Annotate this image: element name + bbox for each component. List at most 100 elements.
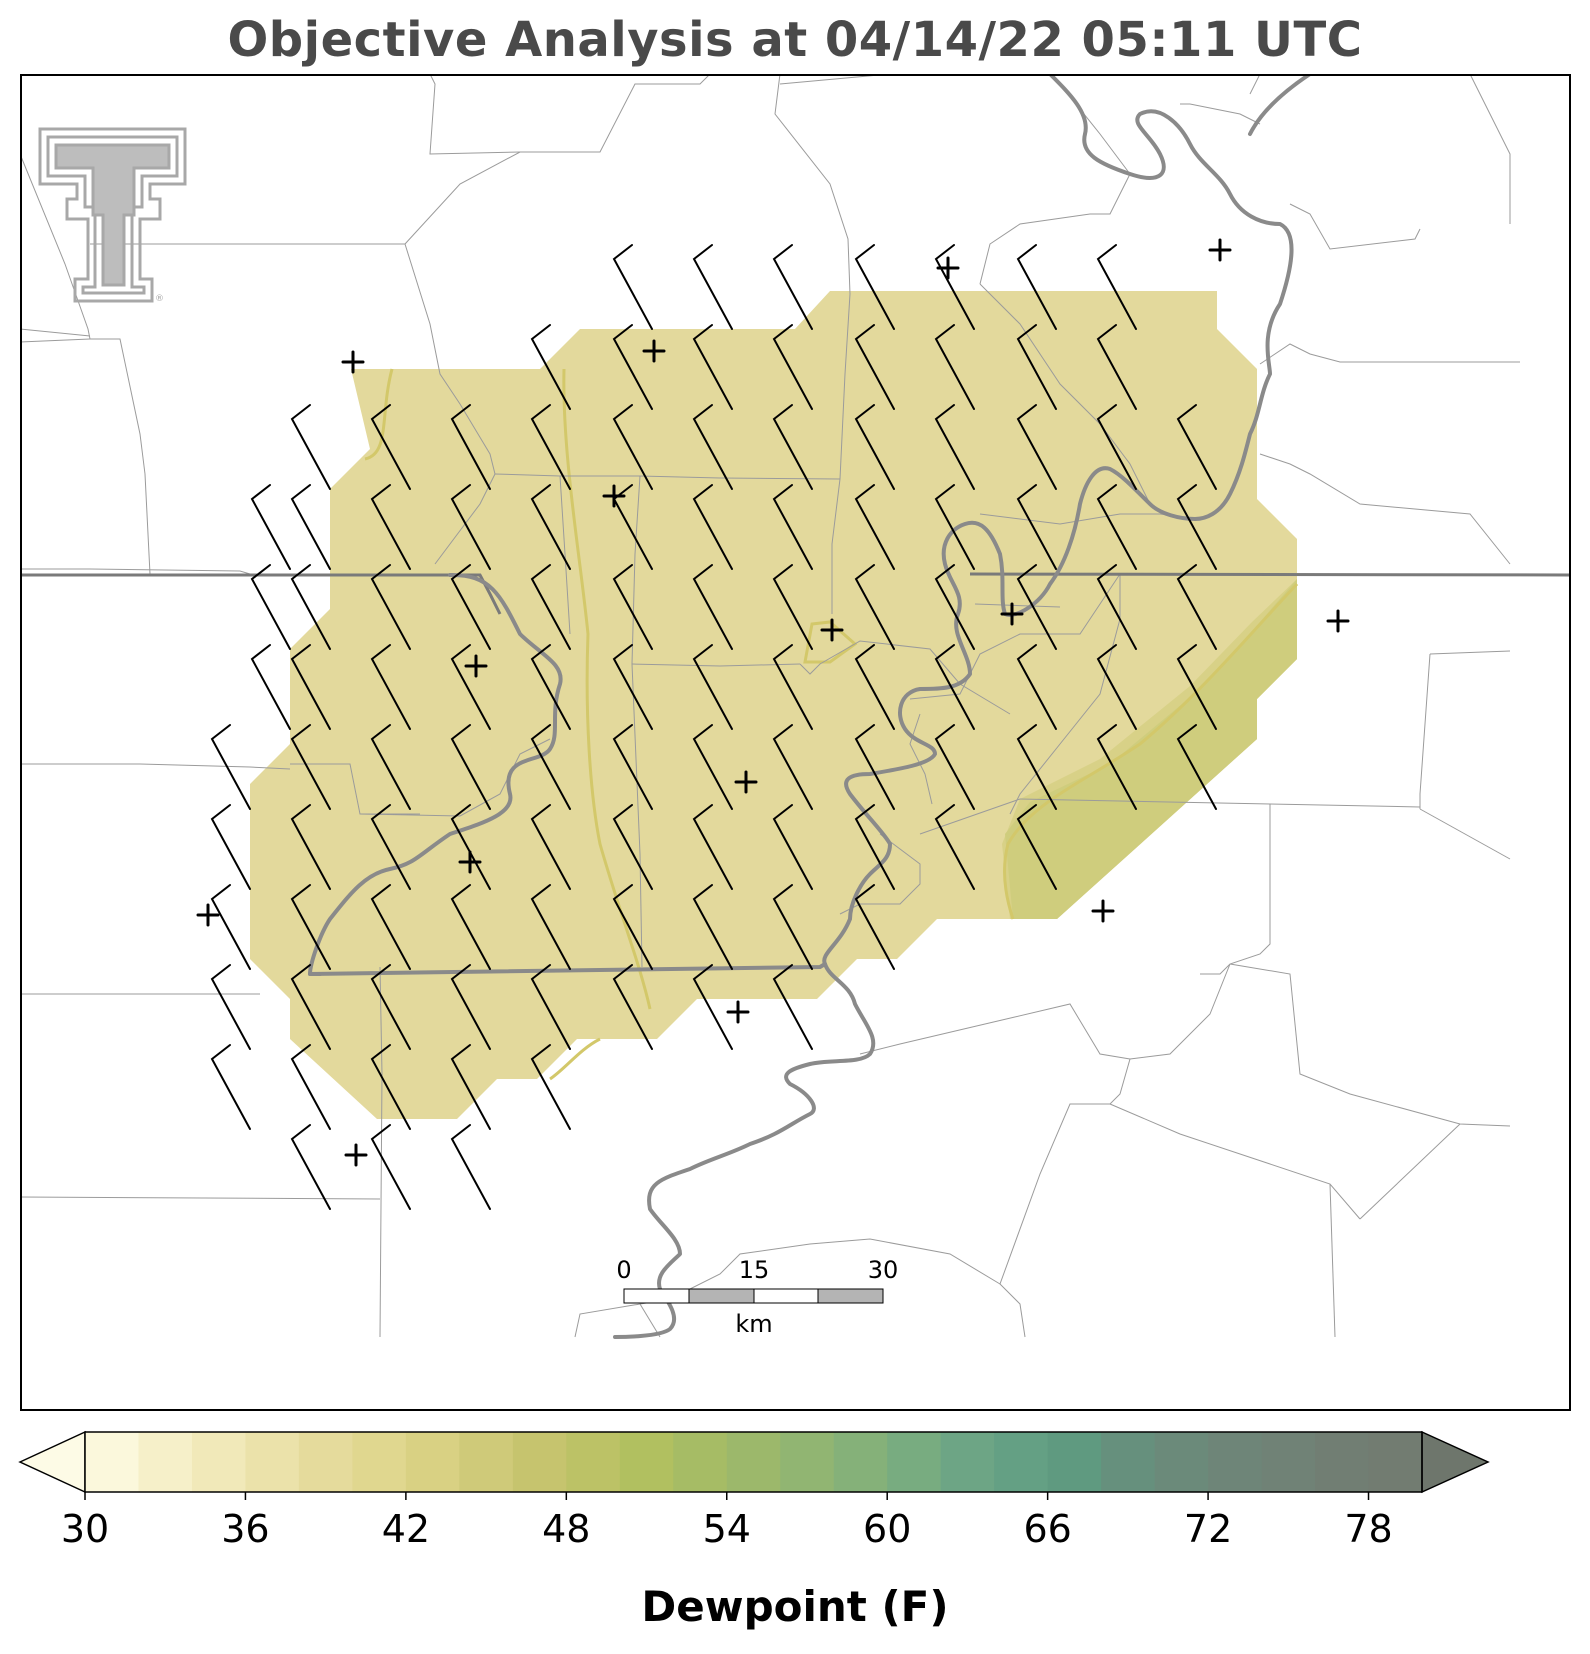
wind-barb bbox=[530, 324, 571, 410]
wind-barb bbox=[612, 404, 653, 490]
wind-barb bbox=[772, 644, 813, 730]
wind-barbs bbox=[210, 244, 1217, 1210]
wind-barb bbox=[1016, 484, 1057, 570]
colorbar-label: Dewpoint (F) bbox=[641, 1582, 949, 1631]
station-marker[interactable] bbox=[464, 654, 488, 678]
wind-barb bbox=[934, 404, 975, 490]
colorbar-tick-label: 60 bbox=[863, 1507, 911, 1551]
wind-barb bbox=[692, 964, 733, 1050]
wind-barb bbox=[210, 724, 251, 810]
station-marker[interactable] bbox=[1208, 238, 1232, 262]
wind-barb bbox=[450, 1044, 491, 1130]
wind-barb bbox=[250, 484, 291, 570]
wind-barb bbox=[1096, 644, 1137, 730]
wind-barb bbox=[612, 324, 653, 410]
wind-barb bbox=[612, 804, 653, 890]
station-marker[interactable] bbox=[1326, 609, 1350, 633]
river-main bbox=[613, 74, 1294, 1339]
wind-barb bbox=[450, 804, 491, 890]
wind-barb bbox=[290, 1124, 331, 1210]
station-marker[interactable] bbox=[458, 850, 482, 874]
wind-barb bbox=[692, 644, 733, 730]
colorbar-cell bbox=[85, 1432, 139, 1492]
wind-barb bbox=[370, 1124, 411, 1210]
station-marker[interactable] bbox=[1091, 899, 1115, 923]
colorbar-cell bbox=[833, 1432, 888, 1492]
wind-barb bbox=[772, 804, 813, 890]
river-top bbox=[1248, 74, 1312, 136]
wind-barb bbox=[210, 1044, 251, 1130]
colorbar-cell bbox=[1101, 1432, 1156, 1492]
wind-barb bbox=[854, 884, 895, 970]
wind-barb bbox=[854, 484, 895, 570]
wind-barb bbox=[1016, 564, 1057, 650]
wind-barb bbox=[1096, 484, 1137, 570]
wind-barb bbox=[1176, 404, 1217, 490]
wind-barb bbox=[934, 644, 975, 730]
wind-barb bbox=[934, 244, 975, 330]
wind-barb bbox=[290, 404, 331, 490]
wind-barb bbox=[290, 564, 331, 650]
wind-barb bbox=[692, 804, 733, 890]
colorbar-tick-label: 66 bbox=[1023, 1507, 1071, 1551]
station-marker[interactable] bbox=[726, 1000, 750, 1024]
station-marker[interactable] bbox=[196, 903, 220, 927]
wind-barb bbox=[1096, 724, 1137, 810]
colorbar-cell bbox=[619, 1432, 674, 1492]
wind-barb bbox=[934, 724, 975, 810]
map-panel[interactable]: ® 0 15 30 km bbox=[20, 74, 1571, 1411]
scale-bar: 0 15 30 km bbox=[616, 1256, 898, 1338]
colorbar-cell bbox=[405, 1432, 460, 1492]
wind-barb bbox=[692, 724, 733, 810]
wind-barb bbox=[210, 964, 251, 1050]
station-marker[interactable] bbox=[344, 1143, 368, 1167]
station-marker[interactable] bbox=[602, 484, 626, 508]
wind-barb bbox=[934, 804, 975, 890]
wind-barb bbox=[450, 724, 491, 810]
station-marker[interactable] bbox=[341, 350, 365, 374]
wind-barb bbox=[450, 564, 491, 650]
wind-barb bbox=[370, 564, 411, 650]
wind-barb bbox=[854, 564, 895, 650]
wind-barb bbox=[530, 724, 571, 810]
wind-barb bbox=[250, 644, 291, 730]
colorbar-cell bbox=[138, 1432, 193, 1492]
wind-barb bbox=[290, 884, 331, 970]
wind-barb bbox=[692, 884, 733, 970]
station-marker[interactable] bbox=[936, 256, 960, 280]
station-markers bbox=[196, 238, 1350, 1167]
colorbar-cell bbox=[298, 1432, 353, 1492]
wind-barb bbox=[370, 884, 411, 970]
station-marker[interactable] bbox=[734, 770, 758, 794]
scale-tick-15: 15 bbox=[739, 1256, 770, 1284]
wind-barb bbox=[450, 884, 491, 970]
wind-barb bbox=[854, 324, 895, 410]
wind-barb bbox=[530, 1044, 571, 1130]
wind-barb bbox=[1096, 564, 1137, 650]
colorbar-cell bbox=[566, 1432, 621, 1492]
wind-barb bbox=[290, 644, 331, 730]
wind-barb bbox=[612, 564, 653, 650]
svg-text:®: ® bbox=[155, 294, 164, 304]
wind-barb bbox=[530, 964, 571, 1050]
colorbar-cell bbox=[673, 1432, 728, 1492]
contour-line bbox=[1003, 582, 1299, 920]
dewpoint-colorbar: 30 36 42 48 54 60 66 72 78 bbox=[18, 1430, 1490, 1551]
wind-barb bbox=[1016, 244, 1057, 330]
wind-barb bbox=[772, 964, 813, 1050]
station-marker[interactable] bbox=[642, 339, 666, 363]
wind-barb bbox=[450, 1124, 491, 1210]
station-marker[interactable] bbox=[1000, 602, 1024, 626]
river-west bbox=[308, 572, 563, 976]
contour-line bbox=[803, 620, 858, 664]
wind-barb bbox=[290, 964, 331, 1050]
wind-barb bbox=[1176, 644, 1217, 730]
wind-barb bbox=[612, 884, 653, 970]
colorbar-cell bbox=[726, 1432, 781, 1492]
colorbar-cell bbox=[512, 1432, 567, 1492]
station-marker[interactable] bbox=[820, 618, 844, 642]
colorbar-cell bbox=[780, 1432, 835, 1492]
wind-barb bbox=[692, 324, 733, 410]
scale-unit: km bbox=[735, 1310, 772, 1338]
texas-tech-double-t-logo: ® bbox=[38, 127, 187, 304]
